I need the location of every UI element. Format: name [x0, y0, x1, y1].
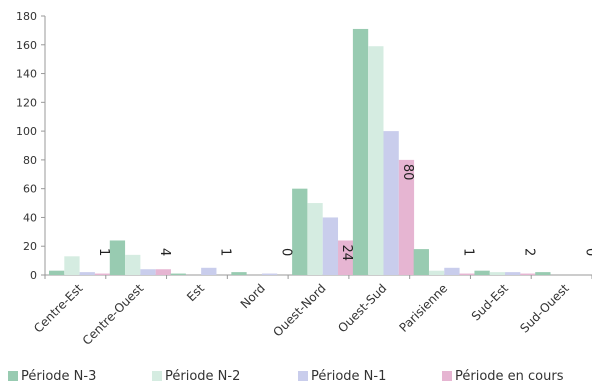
data-label: 0 — [278, 248, 293, 256]
bar — [520, 273, 536, 275]
legend-label: Période N-2 — [165, 369, 240, 384]
y-tick-label: 120 — [16, 96, 37, 109]
legend: Période N-3 Période N-2 Période N-1 Période… — [8, 369, 564, 384]
y-tick-label: 100 — [16, 125, 37, 138]
data-label: 80 — [400, 164, 415, 181]
bars — [49, 28, 551, 276]
bar — [505, 272, 521, 275]
bar — [170, 273, 186, 275]
category-label: Ouest-Nord — [270, 281, 328, 339]
bar — [489, 272, 506, 275]
bar — [231, 272, 247, 275]
bar — [368, 46, 384, 275]
bar — [109, 240, 126, 275]
bar — [292, 188, 308, 275]
bar — [398, 159, 415, 275]
bar — [155, 269, 171, 275]
legend-swatch — [442, 371, 452, 381]
y-tick-label: 20 — [23, 240, 37, 253]
legend-swatch — [298, 371, 308, 381]
y-tick-label: 140 — [16, 68, 37, 81]
legend-label: Période N-3 — [21, 369, 96, 384]
y-tick-label: 0 — [30, 269, 37, 282]
category-label: Nord — [238, 281, 268, 311]
y-tick-label: 60 — [23, 183, 37, 196]
category-label: Centre-Ouest — [80, 281, 147, 348]
bar — [383, 131, 399, 275]
bar — [322, 217, 339, 275]
data-label: 1 — [96, 248, 111, 256]
bar — [338, 240, 354, 275]
bar — [140, 269, 156, 275]
bar — [64, 256, 80, 275]
data-label: 1 — [461, 248, 476, 256]
category-label: Est — [184, 281, 207, 304]
bar — [201, 267, 217, 275]
legend-label: Période en cours — [455, 369, 564, 384]
bar — [307, 203, 323, 275]
data-label: 24 — [339, 244, 354, 261]
bar — [94, 273, 111, 275]
bar — [459, 273, 475, 275]
legend-swatch — [152, 371, 162, 381]
bar — [428, 270, 445, 275]
bar — [79, 272, 95, 275]
bar — [535, 272, 551, 275]
bar — [474, 270, 490, 275]
bar — [352, 28, 369, 276]
category-label: Sud-Est — [469, 281, 511, 323]
category-label: Ouest-Sud — [335, 281, 389, 335]
bar — [444, 267, 460, 275]
data-labels: 1 4 1 0 24 80 1 2 0 — [96, 164, 592, 261]
data-label: 4 — [157, 248, 172, 256]
data-label: 1 — [218, 248, 233, 256]
bar — [125, 254, 141, 275]
y-tick-label: 160 — [16, 39, 37, 52]
category-label: Sud-Ouest — [517, 281, 572, 336]
y-tick-label: 180 — [16, 10, 37, 23]
y-tick-label: 40 — [23, 211, 37, 224]
category-label: Parisienne — [397, 281, 451, 335]
legend-label: Période N-1 — [311, 369, 386, 384]
category-label: Centre-Est — [31, 281, 86, 336]
data-label: 0 — [582, 248, 592, 256]
y-tick-label: 80 — [23, 154, 37, 167]
bar — [49, 270, 65, 275]
legend-swatch — [8, 371, 18, 381]
bar — [413, 249, 429, 275]
data-label: 2 — [521, 248, 536, 256]
bar — [261, 273, 278, 275]
